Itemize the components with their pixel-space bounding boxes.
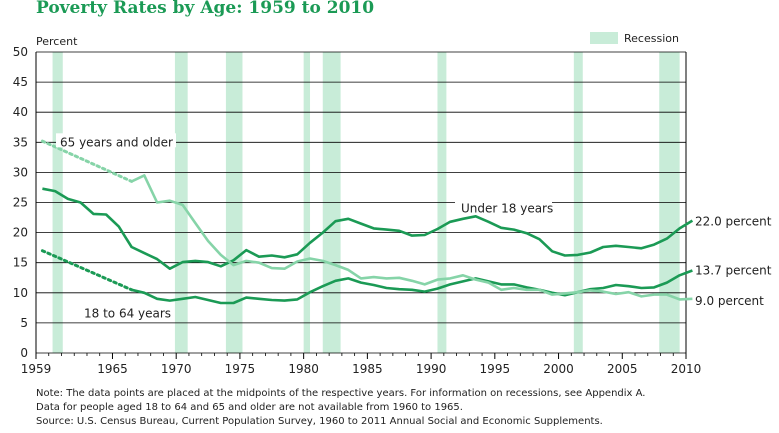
legend-label: Recession <box>624 32 679 45</box>
source-line: Source: U.S. Census Bureau, Current Popu… <box>36 416 603 427</box>
series-gap-line <box>40 249 134 292</box>
series-label-18to64-bg <box>80 304 172 319</box>
y-tick-label: 5 <box>20 316 28 330</box>
series-label-over65: 65 years and older <box>60 135 173 149</box>
series-label-over65-bg <box>56 133 176 148</box>
x-tick-label: 1965 <box>97 362 128 376</box>
y-axis-label: Percent <box>36 35 78 48</box>
axes: 0 5 10 15 20 25 30 35 40 45 50 Percent 1959 1965 1970 1… <box>13 32 702 376</box>
series-line <box>42 187 694 270</box>
y-tick-label: 45 <box>13 75 28 89</box>
series-line <box>131 174 693 301</box>
x-tick-label: 1975 <box>225 362 256 376</box>
series-end-label: 9.0 percent <box>695 294 764 308</box>
x-tick-label: 1970 <box>161 362 192 376</box>
y-tick-label: 10 <box>13 286 28 300</box>
y-tick-label: 15 <box>13 256 28 270</box>
series-label-under18-bg <box>455 199 552 214</box>
y-tick-label: 30 <box>13 165 28 179</box>
series-gap-line <box>40 139 134 183</box>
series-label-18to64: 18 to 64 years <box>84 306 171 320</box>
y-tick-label: 25 <box>13 196 28 210</box>
x-tick-label: 2000 <box>543 362 574 376</box>
x-tick-label: 2010 <box>671 362 702 376</box>
series-line <box>131 269 693 305</box>
y-tick-label: 20 <box>13 226 28 240</box>
chart-title: Poverty Rates by Age: 1959 to 2010 <box>36 0 375 18</box>
series-lines <box>40 139 694 305</box>
x-tick-label: 1985 <box>352 362 383 376</box>
series-end-label: 22.0 percent <box>695 215 772 229</box>
x-tick-label: 2005 <box>607 362 638 376</box>
series-end-label: 13.7 percent <box>695 264 772 278</box>
series-labels: 22.0 percent 13.7 percent 9.0 percent Under… <box>56 133 772 320</box>
x-tick-label: 1959 <box>21 362 52 376</box>
series-label-under18: Under 18 years <box>461 202 553 216</box>
note-line-2: Data for people aged 18 to 64 and 65 and… <box>36 402 463 413</box>
legend-swatch <box>590 32 618 44</box>
x-tick-label: 1995 <box>480 362 511 376</box>
x-tick-label: 1990 <box>416 362 447 376</box>
y-tick-label: 50 <box>13 45 28 59</box>
y-tick-label: 0 <box>20 346 28 360</box>
note-line-1: Note: The data points are placed at the … <box>36 388 646 399</box>
y-tick-label: 35 <box>13 135 28 149</box>
x-tick-label: 1980 <box>288 362 319 376</box>
y-tick-label: 40 <box>13 105 28 119</box>
